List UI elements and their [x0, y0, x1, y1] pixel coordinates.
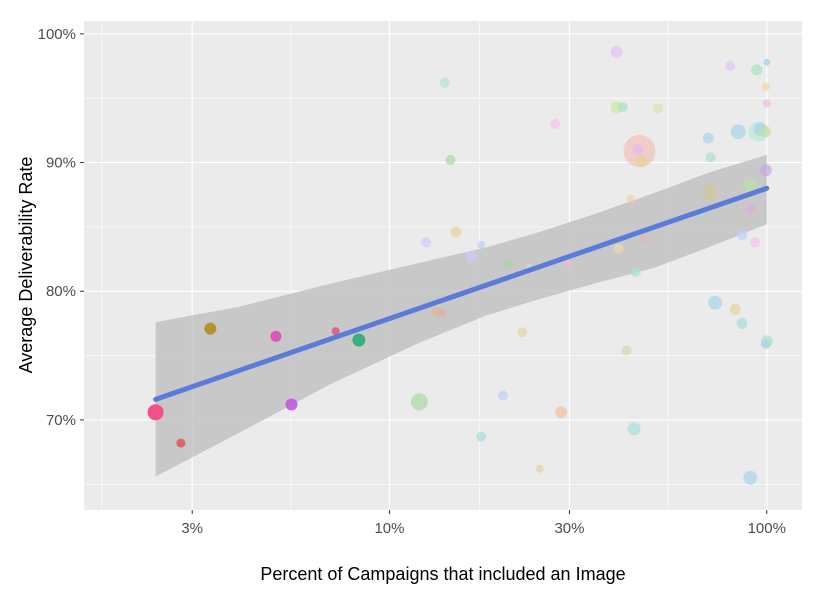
data-point: [626, 194, 635, 203]
data-point: [176, 438, 186, 448]
y-tick-label: 80%: [46, 283, 76, 300]
data-point: [502, 259, 512, 269]
data-point: [736, 229, 748, 241]
y-tick-label: 100%: [38, 26, 76, 43]
data-point: [285, 398, 298, 411]
data-point: [550, 118, 561, 129]
data-point: [763, 58, 771, 66]
data-point: [450, 226, 462, 238]
data-point: [331, 327, 340, 336]
data-point: [555, 406, 568, 419]
data-point: [730, 124, 746, 140]
data-point: [476, 431, 487, 442]
data-point: [147, 404, 164, 421]
data-point: [627, 422, 641, 436]
data-point: [751, 64, 763, 76]
data-point: [749, 237, 760, 248]
confidence-band: [155, 154, 767, 477]
x-axis-title: Percent of Campaigns that included an Im…: [260, 564, 625, 584]
x-axis-ticks: 3% 10% 30% 100%: [181, 510, 786, 537]
data-point: [708, 295, 723, 310]
data-point: [639, 233, 650, 244]
data-point: [635, 155, 648, 168]
data-point: [535, 464, 544, 473]
data-point: [438, 309, 447, 318]
y-axis-title: Average Deliverability Rate: [16, 157, 36, 374]
data-point: [653, 103, 663, 114]
y-tick-label: 90%: [46, 155, 76, 172]
data-point: [477, 240, 486, 249]
data-point: [729, 303, 741, 315]
data-point: [725, 61, 736, 71]
x-tick-label: 10%: [374, 520, 404, 537]
data-point: [465, 250, 478, 263]
data-points: [147, 45, 773, 485]
data-point: [630, 266, 641, 277]
data-point: [617, 102, 628, 113]
data-point: [759, 164, 772, 177]
data-point: [759, 125, 772, 138]
data-point: [204, 322, 217, 335]
data-point: [743, 470, 758, 485]
data-point: [421, 237, 431, 248]
data-point: [352, 333, 366, 347]
x-tick-label: 30%: [554, 520, 584, 537]
data-point: [701, 184, 718, 201]
data-point: [746, 203, 757, 214]
data-point: [760, 339, 771, 349]
data-point: [702, 132, 714, 144]
data-point: [439, 77, 450, 88]
data-point: [761, 82, 770, 91]
data-point: [736, 317, 748, 329]
data-point: [270, 330, 282, 342]
trend-line: [153, 185, 770, 402]
data-point: [445, 155, 456, 165]
data-point: [705, 152, 716, 163]
data-point: [562, 258, 571, 267]
data-point: [498, 390, 508, 401]
data-point: [610, 45, 623, 58]
y-tick-label: 70%: [46, 412, 76, 429]
data-point: [762, 99, 771, 108]
y-axis-ticks: 70% 80% 90% 100%: [38, 26, 84, 429]
data-point: [613, 243, 624, 254]
data-point: [632, 144, 644, 156]
x-tick-label: 3%: [181, 520, 203, 537]
data-point: [621, 345, 632, 356]
data-point: [517, 327, 528, 338]
x-tick-label: 100%: [748, 520, 786, 537]
data-point: [410, 393, 428, 411]
data-point: [742, 178, 757, 193]
